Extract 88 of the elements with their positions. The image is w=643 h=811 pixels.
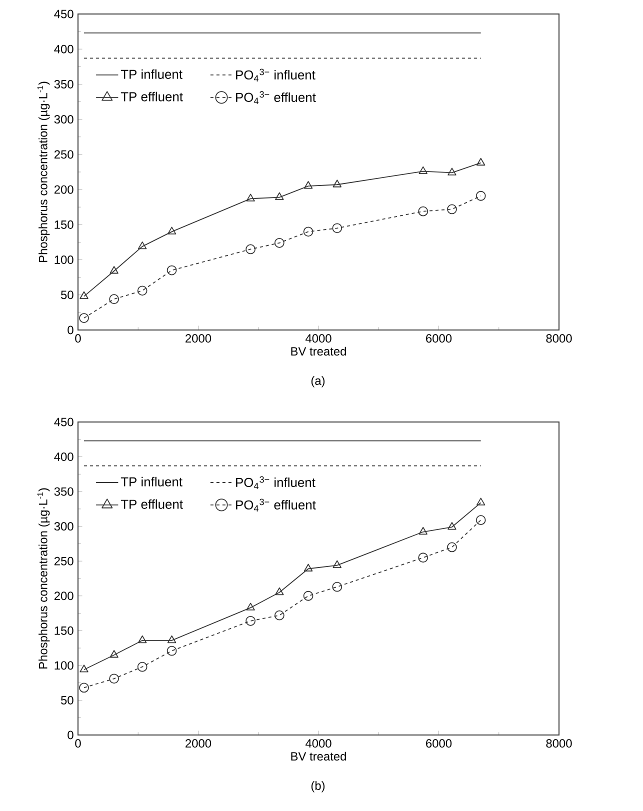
y-tick-label: 150 xyxy=(54,626,74,635)
point xyxy=(275,587,284,596)
y-tick-label: 150 xyxy=(54,220,74,229)
y-tick-label: 350 xyxy=(54,80,74,88)
x-tick-label: 0 xyxy=(75,739,81,748)
y-tick-label: 0 xyxy=(68,730,74,740)
point xyxy=(476,515,486,526)
x-tick-label: 8000 xyxy=(546,739,572,748)
legend-label: PO$_{4}$$^{3−}$ influent xyxy=(236,68,316,82)
x-tick-label: 2000 xyxy=(186,739,212,748)
x-tick-label: 0 xyxy=(75,334,81,343)
legend-label: PO$_{4}$$^{3−}$ effluent xyxy=(236,498,316,512)
point xyxy=(246,602,255,610)
point xyxy=(246,616,256,626)
x-tick-label: 8000 xyxy=(546,334,572,343)
y-tick-label: 300 xyxy=(54,522,74,531)
point xyxy=(138,635,147,644)
y-tick-label: 300 xyxy=(54,115,74,124)
point xyxy=(476,190,486,201)
point xyxy=(476,158,486,166)
point xyxy=(448,168,456,176)
x-tick-label: 4000 xyxy=(305,739,332,748)
y-tick-label: 50 xyxy=(61,696,74,704)
point xyxy=(274,238,284,248)
point xyxy=(418,166,428,174)
point xyxy=(304,564,313,572)
y-tick-label: 50 xyxy=(61,290,74,300)
y-tick-label: 250 xyxy=(54,150,74,159)
text: (a) xyxy=(311,376,325,388)
point xyxy=(137,286,148,296)
text: (b) xyxy=(311,781,325,792)
point xyxy=(332,223,342,234)
point xyxy=(447,204,457,214)
point xyxy=(110,266,118,274)
y-tick-label: 450 xyxy=(54,10,74,18)
point xyxy=(476,498,486,506)
point xyxy=(167,226,176,234)
point xyxy=(109,674,120,684)
y-tick-label: 0 xyxy=(68,326,74,334)
point xyxy=(79,313,89,324)
point xyxy=(166,646,177,656)
point xyxy=(138,241,147,250)
point xyxy=(246,194,255,202)
point xyxy=(274,610,284,620)
point xyxy=(166,265,177,276)
point xyxy=(303,226,314,237)
point xyxy=(80,291,88,299)
y-tick-label: 400 xyxy=(54,44,74,54)
point xyxy=(79,682,89,693)
x-tick-label: 6000 xyxy=(426,739,452,748)
point xyxy=(418,206,428,216)
y-axis-title: Phosphorus concentration (µg·L$^{-1}$) xyxy=(37,82,50,262)
point xyxy=(80,664,88,672)
y-tick-label: 200 xyxy=(54,185,74,194)
legend-label: PO$_{4}$$^{3−}$ influent xyxy=(236,476,316,490)
point xyxy=(304,181,313,189)
point xyxy=(246,244,256,254)
y-tick-label: 250 xyxy=(54,556,74,566)
y-tick-label: 100 xyxy=(54,256,74,264)
point xyxy=(109,294,120,304)
legend-label: TP influent xyxy=(120,69,182,79)
legend-label: TP effluent xyxy=(120,499,183,509)
y-tick-label: 350 xyxy=(54,487,74,496)
y-tick-label: 200 xyxy=(54,592,74,600)
y-axis-title: Phosphorus concentration (µg·L$^{-1}$) xyxy=(37,488,50,668)
y-tick-label: 400 xyxy=(54,452,74,461)
y-tick-label: 100 xyxy=(54,661,74,670)
point xyxy=(418,552,428,563)
point xyxy=(332,180,342,188)
y-tick-label: 450 xyxy=(54,418,74,426)
legend-label: PO$_{4}$$^{3−}$ effluent xyxy=(236,91,316,104)
x-tick-label: 2000 xyxy=(186,334,212,343)
point xyxy=(332,560,342,568)
x-tick-label: 6000 xyxy=(426,334,452,343)
point xyxy=(448,522,456,530)
x-tick-label: 4000 xyxy=(305,334,332,343)
x-axis-title: BV treated xyxy=(291,752,346,761)
point xyxy=(447,542,457,552)
point xyxy=(332,582,342,592)
point xyxy=(167,635,176,644)
point xyxy=(110,650,118,658)
x-axis-title: BV treated xyxy=(291,346,346,356)
point xyxy=(303,590,314,601)
point xyxy=(418,526,428,535)
legend-label: TP effluent xyxy=(120,92,183,102)
legend-label: TP influent xyxy=(120,476,182,486)
point xyxy=(275,192,284,200)
point xyxy=(137,662,148,672)
